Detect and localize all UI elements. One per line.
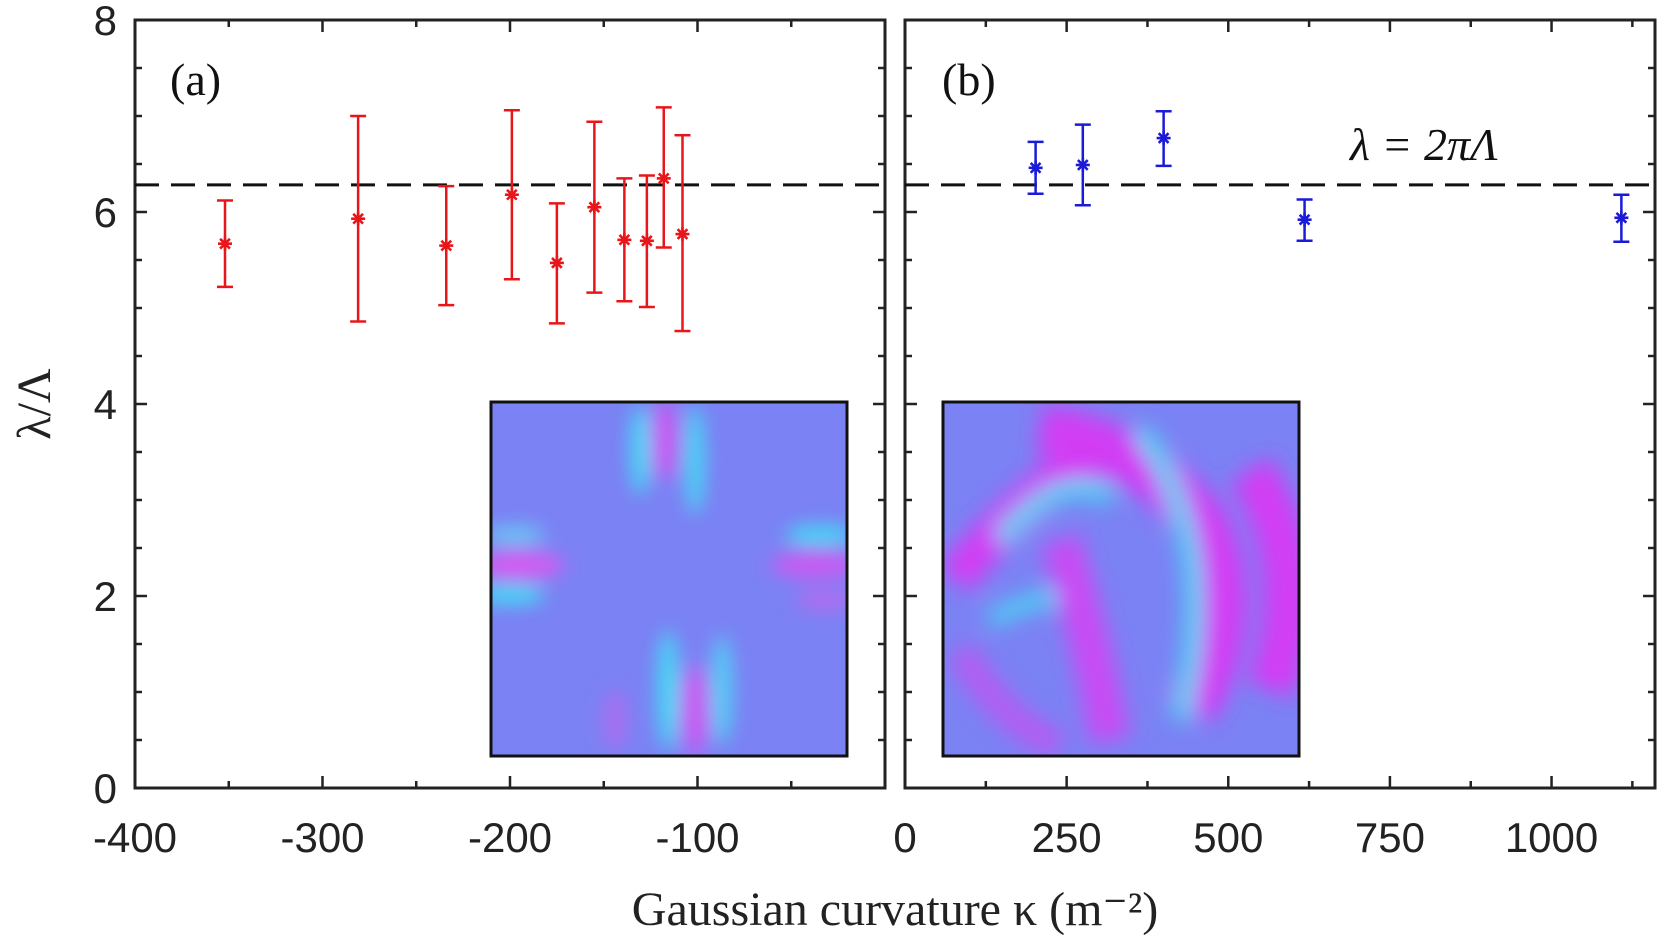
asterisk-marker bbox=[639, 233, 654, 248]
asterisk-marker bbox=[587, 200, 602, 215]
data-point-b bbox=[1027, 140, 1044, 196]
series-b-points bbox=[1027, 109, 1630, 244]
panel-b-ticks bbox=[903, 18, 1655, 790]
data-point-a bbox=[350, 114, 367, 323]
y-axis-title: λ/Λ bbox=[8, 368, 61, 440]
asterisk-marker bbox=[351, 211, 366, 226]
x-tick-label-b: 250 bbox=[1032, 814, 1102, 861]
y-tick-label: 8 bbox=[94, 0, 117, 44]
data-point-b bbox=[1074, 123, 1091, 207]
data-point-b bbox=[1613, 193, 1630, 244]
data-point-a bbox=[638, 174, 655, 309]
panel-label-b: (b) bbox=[942, 54, 996, 105]
data-point-b bbox=[1296, 198, 1313, 243]
data-point-a bbox=[655, 106, 672, 249]
panel-label-a: (a) bbox=[170, 54, 221, 105]
asterisk-marker bbox=[656, 171, 671, 186]
reference-annotation: λ = 2πΛ bbox=[1348, 119, 1498, 170]
asterisk-marker bbox=[1156, 131, 1171, 146]
y-tick-label: 0 bbox=[94, 765, 117, 812]
data-point-a bbox=[586, 120, 603, 294]
x-tick-label-b: 500 bbox=[1193, 814, 1263, 861]
x-axis-title: Gaussian curvature κ (m⁻²) bbox=[632, 883, 1158, 936]
data-point-a bbox=[548, 202, 565, 325]
data-point-a bbox=[438, 184, 455, 307]
y-tick-label: 2 bbox=[94, 573, 117, 620]
asterisk-marker bbox=[617, 232, 632, 247]
asterisk-marker bbox=[1614, 210, 1629, 225]
asterisk-marker bbox=[675, 227, 690, 242]
x-tick-label-a: -200 bbox=[468, 814, 552, 861]
asterisk-marker bbox=[549, 255, 564, 270]
series-a-points bbox=[217, 106, 691, 333]
data-point-a bbox=[674, 133, 691, 333]
inset-image-a bbox=[489, 400, 849, 758]
inset-image-b bbox=[941, 400, 1301, 758]
x-tick-label-a: -400 bbox=[93, 814, 177, 861]
tick-labels: -400 -300 -200 -100 0 2 4 6 8 0 250 500 750 1000 bbox=[93, 0, 1598, 861]
y-tick-label: 6 bbox=[94, 189, 117, 236]
asterisk-marker bbox=[504, 187, 519, 202]
asterisk-marker bbox=[439, 238, 454, 253]
x-tick-label-b: 1000 bbox=[1505, 814, 1598, 861]
x-tick-label-b: 0 bbox=[893, 814, 916, 861]
asterisk-marker bbox=[1297, 212, 1312, 227]
data-point-b bbox=[1155, 109, 1172, 168]
data-point-a bbox=[503, 108, 520, 281]
panel-a-ticks bbox=[133, 18, 887, 790]
y-tick-label: 4 bbox=[94, 381, 117, 428]
x-tick-label-b: 750 bbox=[1355, 814, 1425, 861]
x-tick-label-a: -300 bbox=[280, 814, 364, 861]
asterisk-marker bbox=[1028, 160, 1043, 175]
data-point-a bbox=[217, 199, 233, 289]
x-tick-label-a: -100 bbox=[655, 814, 739, 861]
asterisk-marker bbox=[1075, 157, 1090, 172]
asterisk-marker bbox=[218, 236, 232, 251]
data-point-a bbox=[616, 177, 633, 303]
